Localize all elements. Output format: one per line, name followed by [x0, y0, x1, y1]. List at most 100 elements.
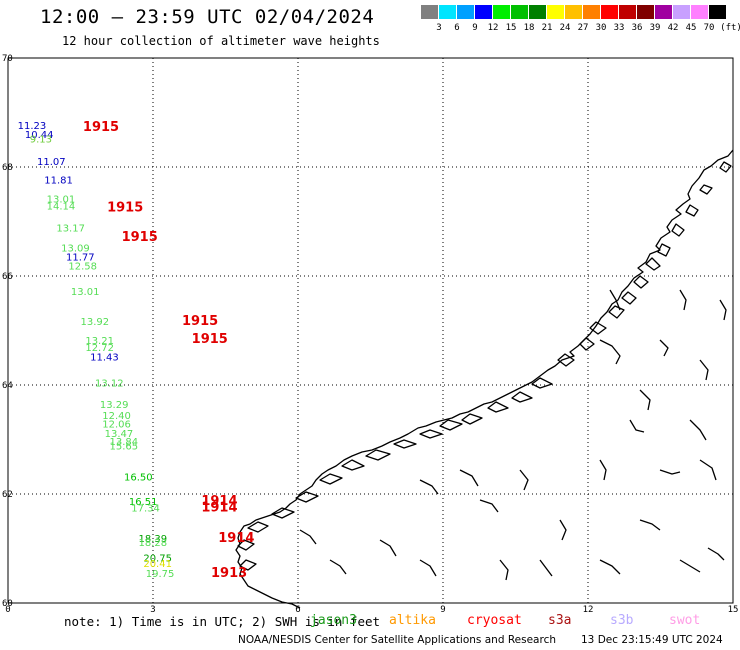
pass-time-label: 1914 [201, 500, 237, 515]
wave-height-label: 19.75 [146, 569, 175, 580]
wave-height-label: 15.65 [110, 441, 139, 452]
pass-time-label: 1915 [83, 120, 119, 135]
wave-height-label: 16.50 [124, 472, 153, 483]
x-tick-label: 9 [440, 605, 445, 615]
legend-swatch [475, 5, 492, 19]
legend-swatch [493, 5, 510, 19]
wave-height-label: 13.01 [71, 287, 100, 298]
pass-time-label: 1914 [201, 494, 237, 509]
norway-coastline [235, 149, 734, 609]
x-tick-label: 3 [150, 605, 155, 615]
x-tick-label: 6 [295, 605, 300, 615]
legend-swatch [673, 5, 690, 19]
wave-height-label: 13.17 [56, 223, 85, 234]
lat-lon-grid: 0 3 6 9 12 15 60 62 64 66 68 70 [2, 54, 738, 615]
satellite-key-altika: altika [389, 613, 436, 628]
legend-label: 27 [577, 23, 589, 33]
wave-height-label: 11.23 [18, 121, 47, 132]
generation-timestamp: 13 Dec 23:15:49 UTC 2024 [581, 634, 723, 646]
legend-swatch [709, 5, 726, 19]
coastline-mainland [235, 149, 734, 609]
legend-label: 36 [631, 23, 643, 33]
y-tick-label: 60 [2, 599, 13, 609]
map-title: 12:00 – 23:59 UTC 02/04/2024 [40, 6, 375, 28]
legend-swatch [691, 5, 708, 19]
legend-swatch [637, 5, 654, 19]
x-tick-label: 12 [583, 605, 594, 615]
legend-label: 39 [649, 23, 661, 33]
y-tick-label: 68 [2, 163, 13, 173]
wave-height-label: 18.39 [139, 534, 168, 545]
wave-height-label: 13.47 [105, 429, 134, 440]
legend-label: 18 [523, 23, 535, 33]
pass-time-label: 1915 [182, 314, 218, 329]
wave-height-label: 9.13 [30, 134, 52, 145]
wave-height-label: 13.01 [47, 194, 76, 205]
legend-label: 15 [505, 23, 517, 33]
legend-swatch [583, 5, 600, 19]
wave-height-label: 13.29 [100, 400, 129, 411]
wave-height-label: 11.81 [44, 175, 73, 186]
legend-swatch [601, 5, 618, 19]
y-tick-label: 66 [2, 272, 13, 282]
wave-height-label: 12.06 [102, 420, 131, 431]
legend-label: 21 [541, 23, 553, 33]
wave-height-label: 11.07 [37, 157, 66, 168]
wave-height-label: 17.34 [131, 503, 160, 514]
legend-unit: (ft) [720, 23, 740, 33]
wave-height-label: 13.12 [95, 379, 124, 390]
y-tick-label: 62 [2, 490, 13, 500]
legend-swatch [547, 5, 564, 19]
pass-time-label: 1914 [218, 531, 254, 546]
wave-height-label: 11.77 [66, 253, 95, 264]
legend-label: 30 [595, 23, 607, 33]
pass-time-label: 1913 [211, 566, 247, 581]
satellite-key-cryosat: cryosat [467, 613, 522, 628]
legend-label: 6 [454, 23, 460, 33]
map-subtitle: 12 hour collection of altimeter wave hei… [62, 34, 380, 48]
wave-height-label: 20.75 [143, 554, 172, 565]
legend-swatch [457, 5, 474, 19]
wave-height-label: 14.14 [47, 202, 76, 213]
legend-swatch [655, 5, 672, 19]
legend-label: 9 [472, 23, 478, 33]
wave-height-label: 12.40 [102, 411, 131, 422]
pass-time-label: 1915 [122, 230, 158, 245]
legend-swatch [511, 5, 528, 19]
wave-height-label: 12.58 [68, 261, 97, 272]
wave-height-label: 10.44 [25, 130, 54, 141]
wave-height-label: 11.43 [90, 352, 119, 363]
wave-height-label: 13.84 [110, 437, 139, 448]
legend-swatch [439, 5, 456, 19]
x-tick-label: 15 [728, 605, 739, 615]
legend-label: 3 [436, 23, 442, 33]
footer-note: note: 1) Time is in UTC; 2) SWH is in fe… [64, 614, 381, 629]
satellite-key-jason3: jason3 [310, 613, 357, 628]
legend-swatch [619, 5, 636, 19]
x-tick-label: 0 [5, 605, 10, 615]
credit-line: NOAA/NESDIS Center for Satellite Applica… [238, 634, 556, 646]
legend-label: 12 [487, 23, 499, 33]
legend-label: 24 [559, 23, 571, 33]
legend-label: 42 [667, 23, 679, 33]
pass-time-label: 1915 [192, 332, 228, 347]
legend-label: 33 [613, 23, 625, 33]
wave-height-label: 16.51 [129, 497, 158, 508]
observation-labels: 11.2310.449.1311.0711.8113.0114.1413.171… [18, 121, 175, 580]
y-tick-label: 64 [2, 381, 13, 391]
pass-time-label: 1915 [107, 201, 143, 216]
satellite-key-s3b: s3b [610, 613, 634, 628]
satellite-key-s3a: s3a [548, 613, 572, 628]
wave-height-label: 20.41 [143, 559, 172, 570]
wave-height-label: 18.28 [139, 538, 168, 549]
legend-swatch [421, 5, 438, 19]
wave-height-label: 13.92 [81, 317, 110, 328]
wave-height-label: 13.21 [85, 336, 114, 347]
wave-height-label: 12.72 [85, 343, 114, 354]
map-frame [7, 57, 734, 604]
legend-label: 45 [685, 23, 697, 33]
wave-height-label: 13.09 [61, 243, 90, 254]
